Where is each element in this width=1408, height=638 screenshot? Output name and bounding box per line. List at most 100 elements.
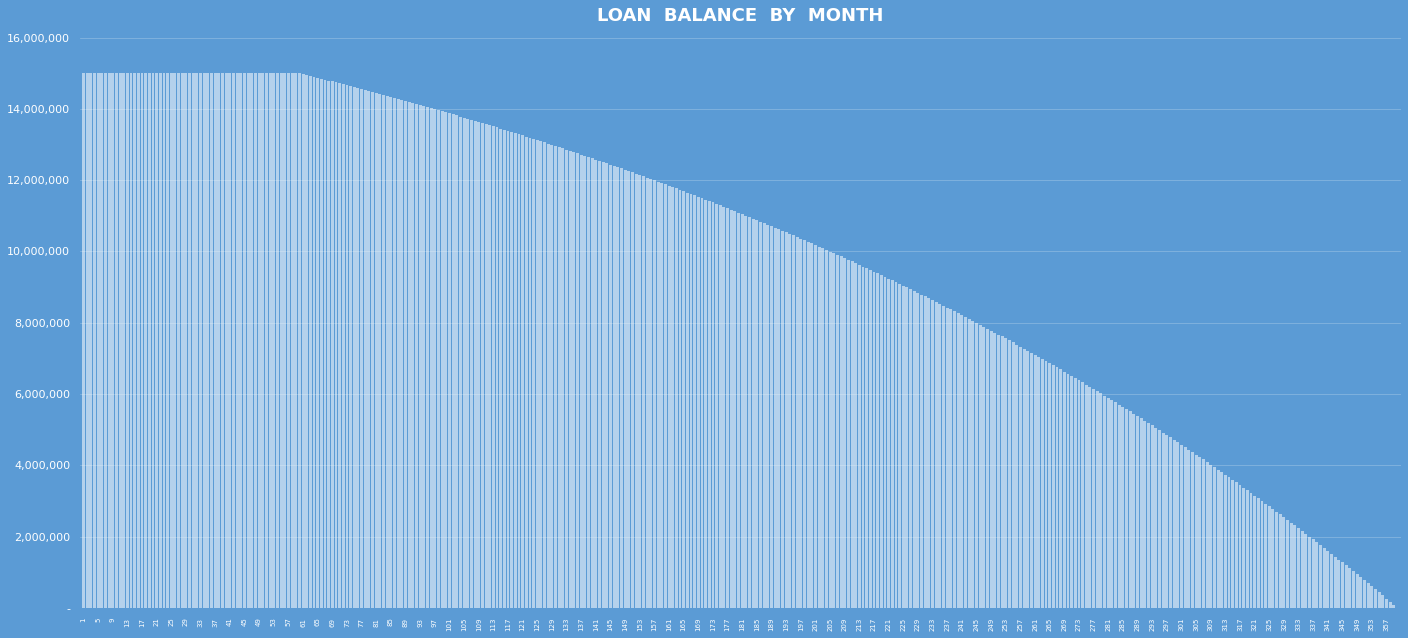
Bar	[1118, 404, 1121, 608]
Bar	[372, 92, 375, 608]
Bar	[118, 73, 121, 608]
Bar	[86, 73, 89, 608]
Bar	[251, 73, 253, 608]
Bar	[1356, 574, 1359, 608]
Bar	[938, 304, 942, 608]
Bar	[766, 225, 769, 608]
Bar	[993, 332, 997, 608]
Bar	[1333, 556, 1336, 608]
Bar	[1253, 496, 1256, 608]
Bar	[1276, 512, 1278, 608]
Bar	[605, 163, 608, 608]
Bar	[239, 73, 242, 608]
Bar	[93, 73, 96, 608]
Bar	[665, 184, 667, 608]
Bar	[1267, 506, 1271, 608]
Bar	[1173, 440, 1176, 608]
Bar	[543, 142, 546, 608]
Bar	[983, 327, 986, 608]
Bar	[1228, 477, 1231, 608]
Bar	[1393, 605, 1395, 608]
Bar	[591, 158, 594, 608]
Bar	[125, 73, 130, 608]
Bar	[1290, 523, 1293, 608]
Bar	[935, 302, 938, 608]
Bar	[667, 186, 670, 608]
Bar	[265, 73, 268, 608]
Bar	[942, 306, 945, 608]
Bar	[141, 73, 144, 608]
Bar	[800, 239, 803, 608]
Bar	[342, 84, 345, 608]
Bar	[610, 165, 612, 608]
Bar	[862, 267, 865, 608]
Bar	[924, 297, 926, 608]
Bar	[404, 101, 407, 608]
Bar	[598, 161, 601, 608]
Bar	[327, 80, 329, 608]
Bar	[1070, 376, 1073, 608]
Bar	[921, 295, 924, 608]
Bar	[836, 255, 839, 608]
Bar	[803, 241, 805, 608]
Bar	[262, 73, 265, 608]
Bar	[1100, 394, 1102, 608]
Bar	[536, 140, 539, 608]
Bar	[1026, 351, 1029, 608]
Bar	[331, 82, 334, 608]
Bar	[470, 120, 473, 608]
Bar	[638, 175, 641, 608]
Bar	[931, 300, 934, 608]
Bar	[887, 279, 890, 608]
Bar	[280, 73, 283, 608]
Bar	[221, 73, 224, 608]
Bar	[244, 73, 246, 608]
Bar	[672, 187, 674, 608]
Bar	[974, 323, 979, 608]
Bar	[583, 156, 586, 608]
Bar	[551, 145, 553, 608]
Bar	[510, 132, 513, 608]
Bar	[335, 82, 338, 608]
Bar	[946, 308, 949, 608]
Bar	[928, 299, 931, 608]
Bar	[656, 182, 659, 608]
Bar	[866, 268, 869, 608]
Bar	[518, 134, 521, 608]
Bar	[964, 317, 967, 608]
Bar	[1304, 534, 1308, 608]
Bar	[1359, 577, 1363, 608]
Bar	[324, 80, 327, 608]
Bar	[397, 99, 400, 608]
Bar	[353, 87, 356, 608]
Bar	[1015, 345, 1018, 608]
Bar	[752, 219, 755, 608]
Bar	[100, 73, 103, 608]
Bar	[811, 244, 814, 608]
Bar	[620, 168, 622, 608]
Bar	[1148, 423, 1150, 608]
Bar	[1066, 374, 1070, 608]
Bar	[1001, 336, 1004, 608]
Bar	[434, 109, 436, 608]
Bar	[857, 265, 860, 608]
Bar	[1308, 537, 1311, 608]
Bar	[1377, 593, 1381, 608]
Bar	[159, 73, 162, 608]
Bar	[674, 188, 677, 608]
Bar	[1338, 560, 1340, 608]
Bar	[855, 263, 857, 608]
Bar	[246, 73, 249, 608]
Bar	[763, 223, 766, 608]
Bar	[1107, 398, 1110, 608]
Bar	[628, 171, 631, 608]
Bar	[148, 73, 151, 608]
Bar	[345, 85, 348, 608]
Bar	[496, 128, 498, 608]
Bar	[427, 107, 429, 608]
Bar	[455, 115, 458, 608]
Bar	[1157, 430, 1162, 608]
Bar	[514, 133, 517, 608]
Bar	[1045, 361, 1048, 608]
Bar	[1029, 353, 1033, 608]
